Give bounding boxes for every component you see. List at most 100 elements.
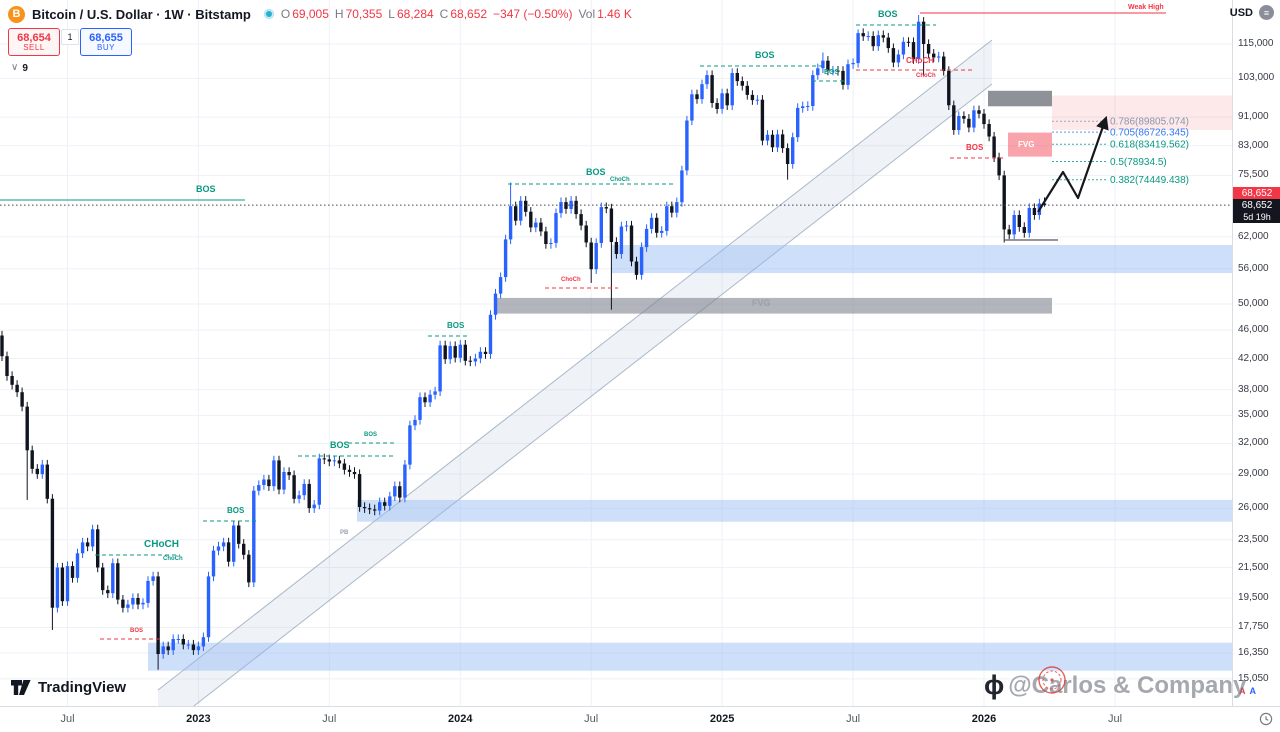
price-axis-label: 42,000 xyxy=(1238,352,1269,364)
fib-level-label: 0.5(78934.5) xyxy=(1110,157,1167,168)
price-axis-label: 62,000 xyxy=(1238,230,1269,242)
bitcoin-icon: B xyxy=(8,5,25,23)
high-label: H xyxy=(334,7,344,21)
open-label: O xyxy=(280,7,291,21)
tradingview-logo[interactable]: TradingView xyxy=(10,678,126,697)
svg-text:BOS: BOS xyxy=(364,432,377,438)
time-axis-label: Jul xyxy=(846,713,861,725)
price-axis-label: 115,000 xyxy=(1238,38,1274,49)
buy-label: BUY xyxy=(97,42,115,52)
time-axis-label: 2023 xyxy=(186,713,211,725)
trend-channel[interactable] xyxy=(157,39,993,731)
sell-price: 68,654 xyxy=(17,31,51,44)
svg-text:BOS: BOS xyxy=(196,184,216,194)
sell-button[interactable]: 68,654 SELL xyxy=(8,28,60,56)
ohlc-readout: O 69,005 H 70,355 L 68,284 C 68,652 −347 (−0… xyxy=(281,7,632,21)
svg-text:ChoCh: ChoCh xyxy=(561,277,581,283)
price-axis[interactable]: 115,000 103,000 91,000 83,000 75,500 62,000 56… xyxy=(1232,0,1280,706)
price-axis-label: 56,000 xyxy=(1238,262,1269,274)
volume-value: 1.46 K xyxy=(597,7,632,21)
volume-label: Vol xyxy=(578,7,596,21)
last-price-badge: 68,652 xyxy=(1233,198,1280,212)
supply-zones[interactable] xyxy=(988,90,1232,157)
svg-text:BOS: BOS xyxy=(878,9,898,19)
price-axis-label: 103,000 xyxy=(1238,72,1275,84)
symbol-toolbar: B Bitcoin / U.S. Dollar · 1W · Bitstamp … xyxy=(8,4,632,24)
close-value: 68,652 xyxy=(450,7,488,21)
price-axis-label: 38,000 xyxy=(1238,383,1269,395)
price-axis-label: 23,500 xyxy=(1238,533,1269,545)
price-axis-label: 83,000 xyxy=(1238,139,1269,151)
time-axis-label: Jul xyxy=(60,713,75,725)
fib-level-label: 0.786(89805.074) xyxy=(1110,117,1189,128)
svg-text:BOS: BOS xyxy=(824,69,840,76)
projection-arrow[interactable] xyxy=(1037,115,1109,213)
svg-text:BOS: BOS xyxy=(966,143,984,152)
structure-lines[interactable] xyxy=(0,12,1166,640)
price-axis-label: 21,500 xyxy=(1238,561,1269,573)
svg-text:BOS: BOS xyxy=(227,506,245,515)
svg-text:ChoCh: ChoCh xyxy=(610,177,630,183)
time-axis[interactable]: Jul 2023 Jul 2024 Jul 2025 Jul 2026 Jul xyxy=(0,706,1280,732)
svg-text:PB: PB xyxy=(340,530,349,536)
currency-label[interactable]: USD xyxy=(1229,6,1253,19)
time-axis-label: Jul xyxy=(1107,713,1123,725)
ask-price-badge: 68,652 xyxy=(1233,186,1280,200)
svg-text:BOS: BOS xyxy=(447,321,465,330)
fib-level-label: 0.618(83419.562) xyxy=(1110,140,1189,151)
time-axis-label: 2024 xyxy=(448,713,473,725)
trade-widget: 68,654 SELL 1 68,655 BUY xyxy=(8,28,132,56)
buy-button[interactable]: 68,655 BUY xyxy=(80,28,132,56)
time-axis-label: Jul xyxy=(584,713,599,725)
price-axis-label: 32,000 xyxy=(1238,437,1269,449)
high-value: 70,355 xyxy=(345,7,383,21)
svg-text:ChoCh: ChoCh xyxy=(163,556,183,562)
structure-labels: BOS CHoCH ChoCh BOS BOS BOS BOS PB BOS BOS ChoCh Ch… xyxy=(130,4,1164,634)
object-tree-toggle[interactable]: ∨ 9 xyxy=(6,60,33,76)
price-axis-label: 29,000 xyxy=(1238,468,1269,480)
svg-text:Weak High: Weak High xyxy=(1128,4,1164,11)
price-axis-label: 26,000 xyxy=(1238,502,1269,514)
market-status-icon[interactable] xyxy=(263,9,274,19)
chevron-down-icon: ∨ xyxy=(11,62,19,73)
price-axis-label: 16,350 xyxy=(1238,647,1269,658)
svg-text:BOS: BOS xyxy=(330,440,350,450)
tradingview-logo-text: TradingView xyxy=(38,679,127,696)
price-axis-label: 15,050 xyxy=(1238,672,1269,684)
price-axis-label: 91,000 xyxy=(1238,111,1269,123)
svg-text:FVG: FVG xyxy=(752,298,771,308)
price-axis-label: 46,000 xyxy=(1238,324,1269,336)
time-axis-label: 2025 xyxy=(709,713,735,725)
scale-mode-letters[interactable]: AA xyxy=(1239,686,1260,696)
fib-level-label: 0.705(86726.345) xyxy=(1110,128,1189,139)
svg-text:CHoCH: CHoCH xyxy=(906,56,934,65)
menu-circle-icon[interactable]: ≡ xyxy=(1259,5,1274,20)
support-zones[interactable] xyxy=(148,245,1232,671)
tradingview-glyph-icon xyxy=(11,680,31,695)
timezone-clock-icon[interactable] xyxy=(1259,712,1273,726)
low-label: L xyxy=(388,7,395,21)
symbol-title[interactable]: Bitcoin / U.S. Dollar · 1W · Bitstamp xyxy=(32,6,251,22)
drawings-count: 9 xyxy=(22,62,28,74)
bar-countdown-badge: 5d 19h xyxy=(1233,211,1280,223)
price-axis-label: 17,750 xyxy=(1238,621,1269,633)
svg-text:FVG: FVG xyxy=(1018,140,1034,149)
low-value: 68,284 xyxy=(396,7,434,21)
close-label: C xyxy=(439,7,449,21)
svg-text:ChoCh: ChoCh xyxy=(916,73,936,79)
price-axis-label: 75,500 xyxy=(1238,169,1269,181)
candlestick-series xyxy=(0,15,1047,670)
top-right-controls: USD ≡ xyxy=(1230,5,1274,20)
svg-text:BOS: BOS xyxy=(755,50,775,60)
buy-price: 68,655 xyxy=(89,31,123,44)
change-value: −347 (−0.50%) xyxy=(493,7,573,21)
spread-value: 1 xyxy=(61,29,79,45)
price-axis-label: 50,000 xyxy=(1238,298,1269,309)
price-axis-label: 35,000 xyxy=(1238,409,1269,421)
time-axis-label: Jul xyxy=(322,713,337,725)
price-axis-label: 19,500 xyxy=(1238,592,1269,603)
svg-text:BOS: BOS xyxy=(130,628,143,634)
sell-label: SELL xyxy=(23,42,45,52)
